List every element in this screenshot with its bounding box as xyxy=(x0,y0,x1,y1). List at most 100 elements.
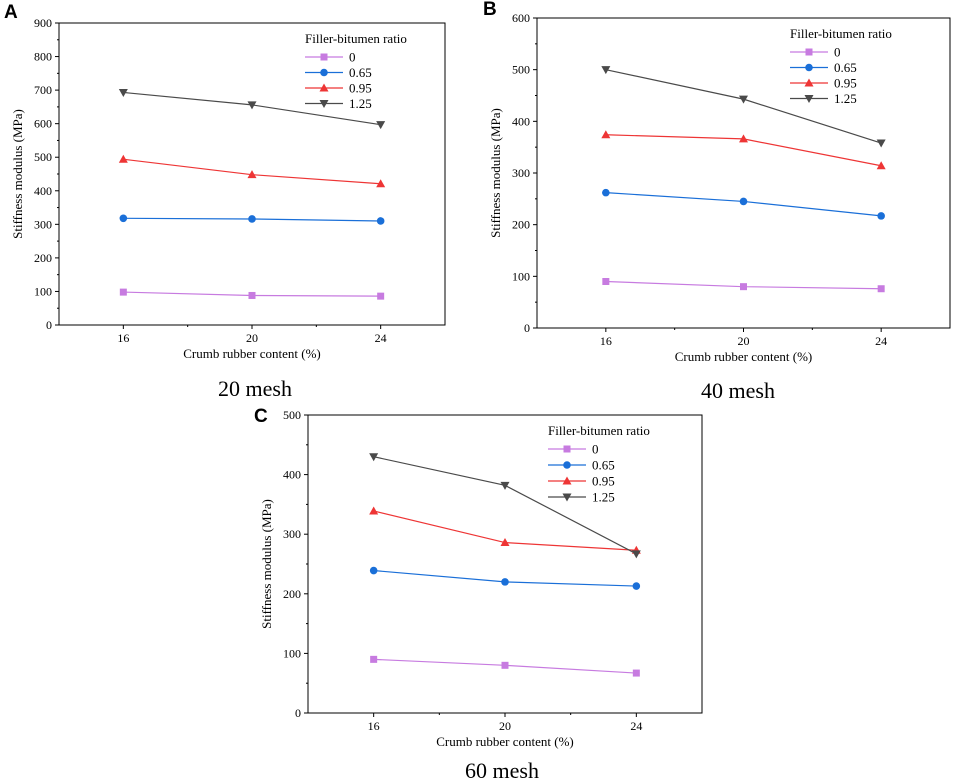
y-tick-label: 100 xyxy=(34,284,52,298)
legend-marker-0.65 xyxy=(563,461,571,469)
data-point-0.95 xyxy=(739,134,748,143)
legend-label: 0.95 xyxy=(834,76,857,91)
data-point-1.25 xyxy=(876,139,886,148)
y-tick-label: 500 xyxy=(34,150,52,164)
data-point-0.65 xyxy=(877,212,885,220)
legend-label: 0.65 xyxy=(592,458,615,473)
y-tick-label: 800 xyxy=(34,50,52,64)
y-tick-label: 200 xyxy=(34,251,52,265)
legend-label: 1.25 xyxy=(592,490,615,505)
y-tick-label: 100 xyxy=(283,646,301,660)
data-point-0 xyxy=(370,655,378,663)
chart-panel-b: B 0 100 200 300 400 500 600 16 20 24 Crumb rubber c… xyxy=(483,0,951,403)
y-axis-title: Stiffness modulus (MPa) xyxy=(488,108,503,238)
x-tick-label: 20 xyxy=(738,334,750,348)
data-point-0.95 xyxy=(500,538,510,547)
panel-letter: A xyxy=(4,2,18,23)
legend-label: 0 xyxy=(592,442,599,457)
panel-caption: 20 mesh xyxy=(218,376,292,401)
panel-caption: 60 mesh xyxy=(465,758,539,781)
legend-title: Filler-bitumen ratio xyxy=(305,31,407,46)
x-tick-label: 24 xyxy=(630,719,642,733)
y-tick-label: 400 xyxy=(283,468,301,482)
data-point-0.65 xyxy=(369,566,378,575)
data-point-0.95 xyxy=(601,130,611,139)
chart-panel-a: A 0 100 200 300 400 500 600 700 800 900 16 20 24 Crumb… xyxy=(4,2,446,401)
plot-frame xyxy=(536,17,951,329)
data-point-0.95 xyxy=(118,154,128,163)
data-point-0.65 xyxy=(119,214,128,223)
legend-label: 0.95 xyxy=(592,474,615,489)
panel-letter: B xyxy=(483,0,497,20)
data-point-0 xyxy=(248,291,256,299)
y-tick-label: 400 xyxy=(512,114,530,128)
legend-label: 1.25 xyxy=(349,96,372,111)
data-point-1.25 xyxy=(601,66,611,75)
data-point-0 xyxy=(740,283,747,291)
y-tick-label: 0 xyxy=(524,321,530,335)
legend-marker-0 xyxy=(805,48,813,56)
legend-marker-0.65 xyxy=(320,68,328,77)
data-point-1.25 xyxy=(369,453,379,462)
data-point-1.25 xyxy=(631,550,641,559)
data-point-0.95 xyxy=(369,506,379,515)
legend-marker-0.95 xyxy=(804,78,814,87)
x-axis-title: Crumb rubber content (%) xyxy=(436,734,574,749)
data-point-0.65 xyxy=(632,582,641,590)
legend-marker-0.95 xyxy=(319,83,329,92)
panel-caption: 40 mesh xyxy=(701,378,775,403)
panel-letter: C xyxy=(254,406,268,427)
legend-marker-1.25 xyxy=(804,95,814,103)
x-tick-label: 24 xyxy=(875,334,887,348)
legend-label: 0.95 xyxy=(349,81,372,96)
legend-label: 1.25 xyxy=(834,91,857,106)
data-point-1.25 xyxy=(118,88,128,97)
y-tick-label: 900 xyxy=(34,16,52,30)
data-point-0.65 xyxy=(376,217,385,225)
legend-title: Filler-bitumen ratio xyxy=(548,423,650,438)
data-point-0.95 xyxy=(876,161,886,170)
y-tick-label: 700 xyxy=(34,83,52,97)
y-tick-label: 600 xyxy=(34,117,52,131)
legend-marker-1.25 xyxy=(562,493,572,502)
y-tick-label: 400 xyxy=(34,184,52,198)
y-tick-label: 600 xyxy=(512,11,530,25)
data-point-0 xyxy=(501,661,509,669)
x-tick-label: 16 xyxy=(117,331,129,345)
x-axis-title: Crumb rubber content (%) xyxy=(675,349,813,364)
data-point-1.25 xyxy=(376,121,386,130)
x-tick-label: 20 xyxy=(246,331,258,345)
data-point-0 xyxy=(377,292,385,300)
data-point-0.65 xyxy=(501,578,509,586)
y-tick-label: 0 xyxy=(295,706,301,720)
data-point-0.65 xyxy=(602,188,610,197)
y-tick-label: 500 xyxy=(512,63,530,77)
data-point-0.95 xyxy=(247,170,257,179)
legend-marker-0 xyxy=(563,445,571,453)
data-point-0.95 xyxy=(376,179,386,188)
y-axis-title: Stiffness modulus (MPa) xyxy=(10,109,25,239)
y-tick-label: 200 xyxy=(512,218,530,232)
x-tick-label: 16 xyxy=(368,719,380,733)
legend-label: 0 xyxy=(349,50,356,65)
y-axis-title: Stiffness modulus (MPa) xyxy=(259,499,274,629)
legend-label: 0.65 xyxy=(834,60,857,75)
y-tick-label: 100 xyxy=(512,269,530,283)
data-point-1.25 xyxy=(500,481,510,490)
legend-label: 0.65 xyxy=(349,65,372,80)
legend-marker-0 xyxy=(320,53,328,61)
data-point-1.25 xyxy=(247,101,257,110)
data-point-0.65 xyxy=(248,215,256,223)
legend-marker-0.95 xyxy=(562,476,572,485)
y-tick-label: 0 xyxy=(46,318,52,332)
x-tick-label: 24 xyxy=(375,331,387,345)
data-point-0 xyxy=(877,285,885,293)
x-tick-label: 16 xyxy=(600,334,612,348)
y-tick-label: 300 xyxy=(283,527,301,541)
chart-panel-c: C 0 100 200 300 400 500 16 20 24 Crumb rubber cont… xyxy=(254,406,703,781)
y-tick-label: 300 xyxy=(34,217,52,231)
y-tick-label: 300 xyxy=(512,166,530,180)
legend-marker-0.65 xyxy=(805,63,813,72)
data-point-1.25 xyxy=(739,95,748,104)
data-point-0 xyxy=(119,288,127,296)
